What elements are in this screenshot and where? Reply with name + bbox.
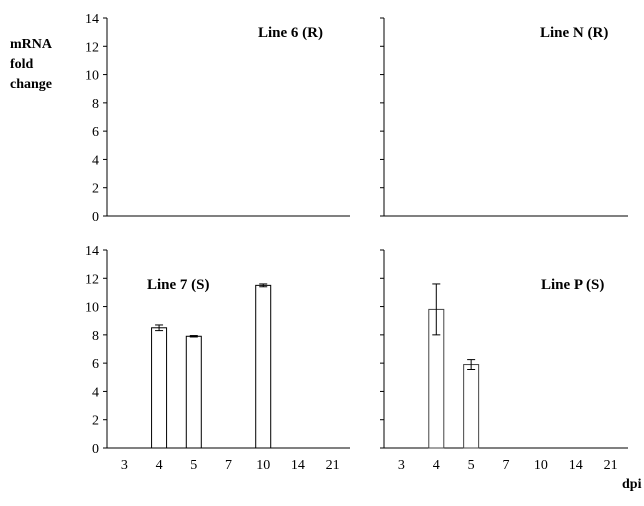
panel-title: Line 7 (S) [147, 277, 210, 293]
y-tick-label: 12 [85, 272, 99, 287]
y-tick-label: 14 [85, 12, 99, 27]
x-tick-label: 4 [156, 458, 163, 473]
bar [186, 336, 201, 448]
x-tick-label: 14 [291, 458, 305, 473]
x-tick-label: 3 [398, 458, 405, 473]
x-tick-label: 5 [190, 458, 197, 473]
y-tick-label: 14 [85, 244, 99, 259]
panel-3: 0 2 4 6 8 10 12 14 Line 7 (S) 3 4 5 7 10 14 21 [85, 244, 350, 473]
y-tick-label: 0 [92, 210, 99, 225]
x-tick-label: 5 [468, 458, 475, 473]
x-tick-label: 10 [256, 458, 270, 473]
x-tick-label: 21 [326, 458, 340, 473]
x-tick-label: 14 [569, 458, 583, 473]
panel-title: Line N (R) [540, 25, 608, 41]
x-tick-label: 4 [433, 458, 440, 473]
bar [152, 328, 167, 448]
panel-1: 0 2 4 6 8 10 12 14 Line 6 (R) [85, 12, 350, 225]
y-axis-label-line-3: change [10, 77, 52, 92]
panel-title: Line 6 (R) [258, 25, 323, 41]
y-axis-label-line-1: mRNA [10, 37, 53, 52]
bar [464, 365, 479, 448]
x-tick-label: 7 [503, 458, 510, 473]
panel-2: Line N (R) [380, 18, 628, 216]
x-tick-label: 7 [225, 458, 232, 473]
x-tick-label: 3 [121, 458, 128, 473]
panel-4: Line P (S) 3 4 5 7 10 14 21 [380, 250, 628, 473]
y-tick-label: 10 [85, 69, 99, 84]
bar [256, 285, 271, 448]
y-tick-label: 0 [92, 442, 99, 457]
chart-panels: 0 2 4 6 8 10 12 14 Line 6 (R) Line N (R) 0 2 4 6 8 10 12… [85, 12, 628, 473]
y-tick-label: 12 [85, 40, 99, 55]
y-tick-label: 2 [92, 414, 99, 429]
x-tick-label: 10 [534, 458, 548, 473]
x-tick-label: 21 [604, 458, 618, 473]
y-tick-label: 6 [92, 357, 99, 372]
y-tick-label: 8 [92, 329, 99, 344]
y-axis-label-line-2: fold [10, 57, 34, 72]
y-tick-label: 6 [92, 125, 99, 140]
y-tick-label: 4 [92, 153, 99, 168]
y-tick-label: 8 [92, 97, 99, 112]
y-tick-label: 10 [85, 301, 99, 316]
x-axis-label: dpi [622, 477, 642, 492]
y-tick-label: 4 [92, 385, 99, 400]
y-tick-label: 2 [92, 182, 99, 197]
y-axis-label: mRNA fold change [10, 37, 53, 92]
panel-title: Line P (S) [541, 277, 604, 293]
